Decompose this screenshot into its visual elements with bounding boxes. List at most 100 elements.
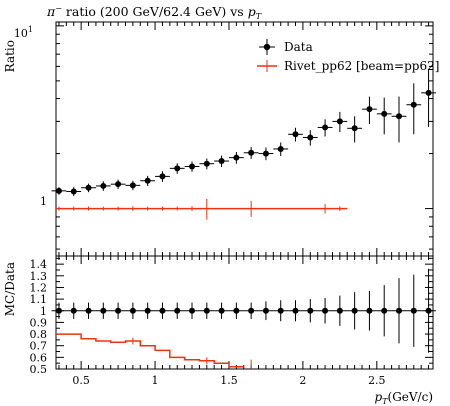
ratio-ytick-label: 1.2 — [30, 281, 48, 294]
data-point — [425, 89, 432, 96]
data-point — [218, 158, 225, 165]
ratio-data-point — [85, 307, 92, 314]
main-y-axis-label: Ratio — [3, 40, 17, 72]
data-point — [233, 154, 240, 161]
data-point — [203, 160, 210, 167]
x-axis-label: pT(GeV/c) — [374, 390, 433, 406]
data-point — [395, 113, 402, 120]
main-frame — [55, 21, 434, 257]
ratio-y-axis-label: MC/Data — [3, 262, 17, 316]
title-pi-charge: − — [55, 4, 62, 13]
ratio-ytick-label: 0.8 — [30, 328, 48, 341]
data-point — [277, 145, 284, 152]
legend-mc-label: Rivet_pp62 [beam=pp62] — [284, 59, 439, 73]
ratio-data-point — [425, 307, 432, 314]
ratio-y-ticks: 0.50.60.70.80.911.11.21.31.4 — [30, 257, 433, 376]
mc-series — [56, 198, 348, 220]
main-y-ticks — [56, 25, 433, 250]
data-point — [351, 125, 358, 132]
data-point — [129, 182, 136, 189]
ratio-data-point — [262, 307, 269, 314]
main-ytick-label-10: 101 — [14, 25, 33, 40]
data-point — [248, 149, 255, 156]
main-panel: 1 101 Ratio — [3, 21, 436, 257]
data-point — [189, 163, 196, 170]
ratio-data-point — [174, 307, 181, 314]
ratio-ytick-label: 1.3 — [30, 270, 48, 283]
data-point — [100, 182, 107, 189]
ratio-data-point — [336, 307, 343, 314]
ratio-data-point — [322, 307, 329, 314]
main-ytick-10-exponent: 1 — [28, 25, 33, 34]
ratio-data-point — [351, 307, 358, 314]
ratio-ytick-label: 1.1 — [30, 293, 48, 306]
ratio-data-point — [277, 307, 284, 314]
ratio-ytick-label: 0.6 — [30, 351, 48, 364]
ratio-ytick-label: 1.4 — [30, 258, 48, 271]
data-point — [366, 106, 373, 113]
ratio-data-series — [51, 268, 436, 353]
ratio-ytick-label: 0.7 — [30, 340, 48, 353]
data-point — [159, 173, 166, 180]
data-point — [307, 134, 314, 141]
x-axis-variable-subscript: T — [382, 397, 388, 406]
main-x-ticks — [58, 22, 430, 256]
ratio-xtick-label: 2.5 — [368, 374, 386, 387]
legend-data-marker — [263, 43, 271, 51]
title-middle: ratio (200 GeV/62.4 GeV) vs — [62, 4, 248, 19]
ratio-data-point — [144, 307, 151, 314]
ratio-ytick-label: 0.5 — [30, 363, 48, 376]
data-point — [70, 188, 77, 195]
ratio-mc-line — [56, 333, 244, 368]
ratio-data-point — [366, 307, 373, 314]
x-axis-variable: p — [374, 390, 382, 404]
ratio-data-point — [248, 307, 255, 314]
ratio-data-point — [233, 307, 240, 314]
ratio-ytick-label: 0.9 — [30, 316, 48, 329]
title-variable-subscript: T — [256, 12, 262, 21]
ratio-data-point — [218, 307, 225, 314]
data-point — [115, 181, 122, 188]
ratio-data-point — [100, 307, 107, 314]
data-point — [410, 101, 417, 108]
ratio-data-point — [292, 307, 299, 314]
chart-title: π− ratio (200 GeV/62.4 GeV) vs pT — [46, 4, 262, 21]
ratio-data-point — [395, 307, 402, 314]
ratio-data-point — [381, 307, 388, 314]
ratio-panel: 0.50.60.70.80.911.11.21.31.4 0.5 1 1.5 2 2.5… — [3, 255, 436, 387]
ratio-data-point — [203, 307, 210, 314]
title-variable: p — [248, 4, 256, 19]
ratio-data-point — [410, 307, 417, 314]
ratio-data-point — [307, 307, 314, 314]
ratio-xtick-label: 1 — [152, 374, 159, 387]
data-point — [85, 184, 92, 191]
ratio-xtick-label: 1.5 — [220, 374, 238, 387]
data-point — [144, 177, 151, 184]
ratio-ytick-label: 1 — [40, 305, 47, 318]
data-point — [336, 118, 343, 125]
data-point — [174, 165, 181, 172]
ratio-mc-series — [56, 333, 252, 369]
ratio-frame — [55, 255, 434, 370]
ratio-xtick-label: 2 — [299, 374, 306, 387]
main-ytick-label-1: 1 — [40, 195, 47, 208]
ratio-data-point — [189, 307, 196, 314]
data-point — [55, 187, 62, 194]
legend-data-label: Data — [284, 40, 313, 54]
data-point — [381, 110, 388, 117]
ratio-x-ticks: 0.5 1 1.5 2 2.5 — [58, 256, 430, 387]
ratio-data-point — [159, 307, 166, 314]
data-point — [322, 124, 329, 131]
ratio-xtick-label: 0.5 — [72, 374, 90, 387]
title-pi: π — [46, 4, 56, 19]
data-point — [292, 131, 299, 138]
data-series — [51, 69, 436, 197]
x-axis-unit: (GeV/c) — [388, 390, 433, 404]
main-ytick-10-base: 10 — [14, 27, 28, 40]
ratio-data-point — [129, 307, 136, 314]
legend: Data Rivet_pp62 [beam=pp62] — [257, 39, 439, 73]
ratio-data-point — [115, 307, 122, 314]
ratio-data-point — [70, 307, 77, 314]
ratio-data-point — [55, 307, 62, 314]
